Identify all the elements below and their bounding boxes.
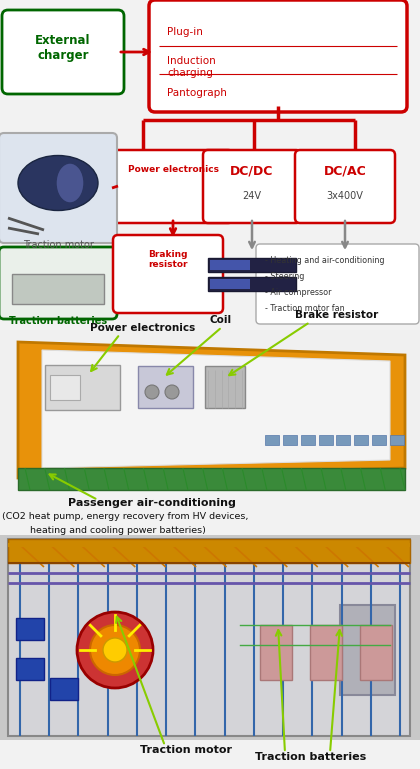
Bar <box>301 435 315 445</box>
Polygon shape <box>18 342 405 478</box>
Text: - Air compressor: - Air compressor <box>265 288 331 297</box>
FancyBboxPatch shape <box>256 244 419 324</box>
Bar <box>16 658 44 680</box>
Bar <box>45 365 120 410</box>
Text: 24V: 24V <box>242 191 262 201</box>
Polygon shape <box>18 468 405 490</box>
Text: DC/DC: DC/DC <box>230 165 274 178</box>
Text: External
charger: External charger <box>35 34 91 62</box>
Text: Traction batteries: Traction batteries <box>255 752 366 762</box>
Bar <box>340 605 395 695</box>
Polygon shape <box>42 350 390 468</box>
Circle shape <box>90 625 140 675</box>
Bar <box>260 625 292 680</box>
Text: (CO2 heat pump, energy recovery from HV devices,: (CO2 heat pump, energy recovery from HV … <box>2 512 248 521</box>
FancyBboxPatch shape <box>295 150 395 223</box>
Bar <box>360 625 392 680</box>
Bar <box>0 330 420 490</box>
Bar <box>372 435 386 445</box>
Text: Passenger air-conditioning: Passenger air-conditioning <box>68 498 236 508</box>
Bar <box>310 625 342 680</box>
Bar <box>265 435 279 445</box>
Circle shape <box>165 385 179 399</box>
Bar <box>210 279 250 289</box>
Ellipse shape <box>18 155 98 211</box>
Text: Traction motor: Traction motor <box>140 745 232 755</box>
Bar <box>205 366 245 408</box>
Text: - Steering: - Steering <box>265 272 304 281</box>
Bar <box>16 618 44 640</box>
Text: Traction batteries: Traction batteries <box>9 316 107 326</box>
Bar <box>8 539 410 563</box>
FancyBboxPatch shape <box>149 0 407 112</box>
Circle shape <box>145 385 159 399</box>
Bar <box>210 260 250 270</box>
Text: Power electronics: Power electronics <box>90 323 195 333</box>
Text: DC/AC: DC/AC <box>324 165 366 178</box>
Text: Power electronics: Power electronics <box>128 165 218 174</box>
Text: Traction motor: Traction motor <box>23 240 93 250</box>
FancyBboxPatch shape <box>0 247 117 319</box>
Bar <box>319 435 333 445</box>
Text: - Traction motor fan: - Traction motor fan <box>265 304 345 313</box>
Ellipse shape <box>56 163 84 203</box>
Bar <box>50 678 78 700</box>
Bar <box>8 539 410 736</box>
FancyBboxPatch shape <box>0 133 117 243</box>
Bar <box>208 277 296 291</box>
Circle shape <box>103 638 127 662</box>
Text: Coil: Coil <box>210 315 232 325</box>
Bar <box>283 435 297 445</box>
Bar <box>50 375 80 400</box>
Text: Brake resistor: Brake resistor <box>295 310 378 320</box>
Text: heating and cooling power batteries): heating and cooling power batteries) <box>30 526 206 535</box>
FancyBboxPatch shape <box>203 150 301 223</box>
Text: Plug-in: Plug-in <box>167 27 203 37</box>
Bar <box>138 366 193 408</box>
Bar <box>354 435 368 445</box>
Bar <box>0 535 420 740</box>
FancyBboxPatch shape <box>113 150 233 223</box>
Bar <box>12 274 104 304</box>
Text: 3x400V: 3x400V <box>327 191 363 201</box>
Text: Pantograph: Pantograph <box>167 88 227 98</box>
Bar <box>390 435 404 445</box>
Text: Induction
charging: Induction charging <box>167 56 216 78</box>
Text: - Heating and air-conditioning: - Heating and air-conditioning <box>265 256 384 265</box>
Bar <box>336 435 350 445</box>
FancyBboxPatch shape <box>113 235 223 313</box>
Bar <box>208 258 296 272</box>
Circle shape <box>77 612 153 688</box>
FancyBboxPatch shape <box>2 10 124 94</box>
Text: Braking
resistor: Braking resistor <box>148 250 188 269</box>
